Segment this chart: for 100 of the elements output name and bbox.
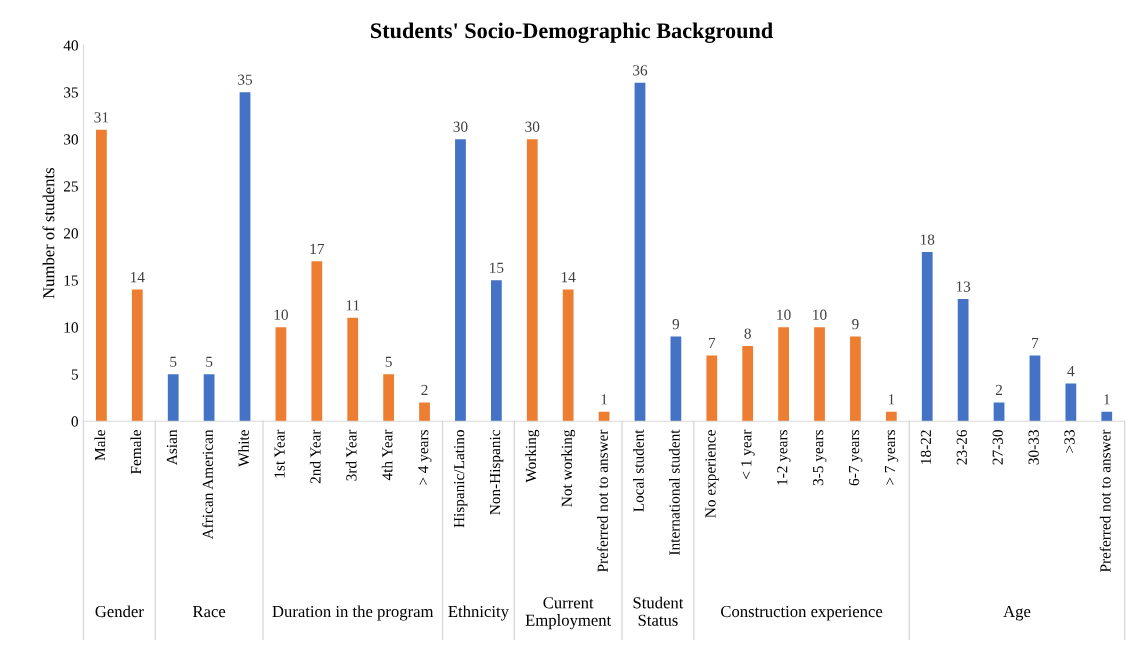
bar <box>634 82 646 422</box>
bar <box>1101 411 1113 422</box>
text: Ethnicity <box>448 605 509 621</box>
x-tick-label: Preferred not to answer <box>596 429 608 573</box>
x-tick-label: 27-30 <box>992 430 1003 465</box>
bar <box>347 317 359 422</box>
x-tick-label: Female <box>130 430 142 475</box>
data-label: 11 <box>346 300 360 311</box>
bar <box>850 336 861 422</box>
x-tick-label: No experience <box>705 430 719 518</box>
data-label: 13 <box>956 281 971 292</box>
data-label: 15 <box>490 262 504 273</box>
data-label: 9 <box>672 319 680 330</box>
text: Duration in the program <box>272 605 434 621</box>
bar <box>957 298 969 422</box>
data-label: 10 <box>813 309 827 320</box>
data-label: 14 <box>131 272 145 283</box>
bar <box>670 336 682 422</box>
data-label: 2 <box>421 384 428 395</box>
data-label: 8 <box>744 328 751 339</box>
y-tick-label: 25 <box>63 181 78 192</box>
x-tick-label: Asian <box>166 429 178 466</box>
x-tick-label: > 4 years <box>418 430 432 485</box>
data-label: 35 <box>238 74 253 85</box>
y-tick-label: 20 <box>63 228 78 239</box>
text: Gender <box>95 605 144 618</box>
data-label: 9 <box>852 319 859 330</box>
y-tick-label: 0 <box>71 416 78 427</box>
bar <box>455 139 466 422</box>
x-tick-label: 18-22 <box>920 430 932 464</box>
x-tick-label: < 1 year <box>741 429 755 479</box>
x-tick-label: Hispanic/Latino <box>454 430 468 528</box>
data-label: 1 <box>601 394 607 405</box>
bar <box>1065 383 1077 422</box>
chart-title: Students' Socio-Demographic Background <box>371 22 773 43</box>
x-tick-label: Not working <box>561 429 576 507</box>
x-tick-label: Male <box>94 430 106 461</box>
bar <box>275 327 287 422</box>
data-label: 2 <box>995 384 1003 395</box>
text: Student Status <box>633 596 684 626</box>
x-tick-label: 30-33 <box>1028 430 1039 465</box>
data-label: 14 <box>561 272 576 283</box>
bar <box>96 129 107 422</box>
data-label: 5 <box>206 356 213 367</box>
bar <box>311 261 323 422</box>
bar <box>419 402 430 422</box>
data-label: 18 <box>920 234 935 245</box>
x-tick-label: 3-5 years <box>813 430 827 486</box>
text: Construction experience <box>721 605 883 621</box>
data-label: 5 <box>385 356 392 367</box>
x-tick-label: Non-Hispanic <box>489 429 504 515</box>
bar <box>239 92 251 422</box>
text: Race <box>192 606 226 618</box>
data-label: 17 <box>310 243 325 254</box>
data-label: 10 <box>777 309 791 320</box>
bar <box>742 345 754 422</box>
x-tick-label: >33 <box>1064 430 1075 453</box>
data-label: 1 <box>1104 394 1110 405</box>
data-label: 7 <box>708 337 716 348</box>
bar <box>921 251 933 422</box>
data-label: 5 <box>170 356 177 367</box>
x-tick-label: 6-7 years <box>848 430 863 486</box>
x-tick-label: Preferred not to answer <box>1099 429 1111 573</box>
x-tick-label: 4th Year <box>381 429 393 481</box>
x-tick-label: 1-2 years <box>777 430 791 485</box>
data-label: 30 <box>525 121 540 132</box>
text: Age <box>1003 605 1031 621</box>
bar <box>885 411 897 422</box>
bar <box>490 280 502 422</box>
x-tick-label: > 7 years <box>884 430 899 485</box>
x-tick-label: African American <box>202 429 213 540</box>
bar <box>167 374 179 422</box>
bar <box>814 327 825 422</box>
y-tick-label: 10 <box>64 322 78 333</box>
x-tick-label: 2nd Year <box>309 429 321 484</box>
data-label: 36 <box>633 65 648 76</box>
data-label: 7 <box>1032 337 1039 348</box>
x-tick-label: 23-26 <box>956 429 967 465</box>
data-label: 4 <box>1067 366 1075 377</box>
data-label: 31 <box>94 112 109 123</box>
bar <box>383 374 395 422</box>
data-label: 30 <box>453 121 468 132</box>
bar <box>706 355 718 422</box>
y-tick-label: 35 <box>64 87 78 98</box>
bar <box>1029 355 1041 422</box>
x-tick-label: Working <box>525 429 540 483</box>
y-tick-label: 5 <box>71 369 78 380</box>
bar <box>526 139 538 422</box>
x-tick-label: 1st Year <box>274 429 285 478</box>
bar <box>993 402 1005 422</box>
x-tick-label: International student <box>668 429 680 555</box>
bar <box>203 374 215 422</box>
bar <box>131 289 143 422</box>
y-tick-label: 30 <box>64 134 78 145</box>
bar <box>562 289 574 422</box>
y-tick-label: 15 <box>64 275 78 286</box>
data-label: 10 <box>274 309 288 320</box>
x-tick-label: White <box>238 430 249 467</box>
data-label: 1 <box>888 394 895 405</box>
bar <box>778 327 789 422</box>
